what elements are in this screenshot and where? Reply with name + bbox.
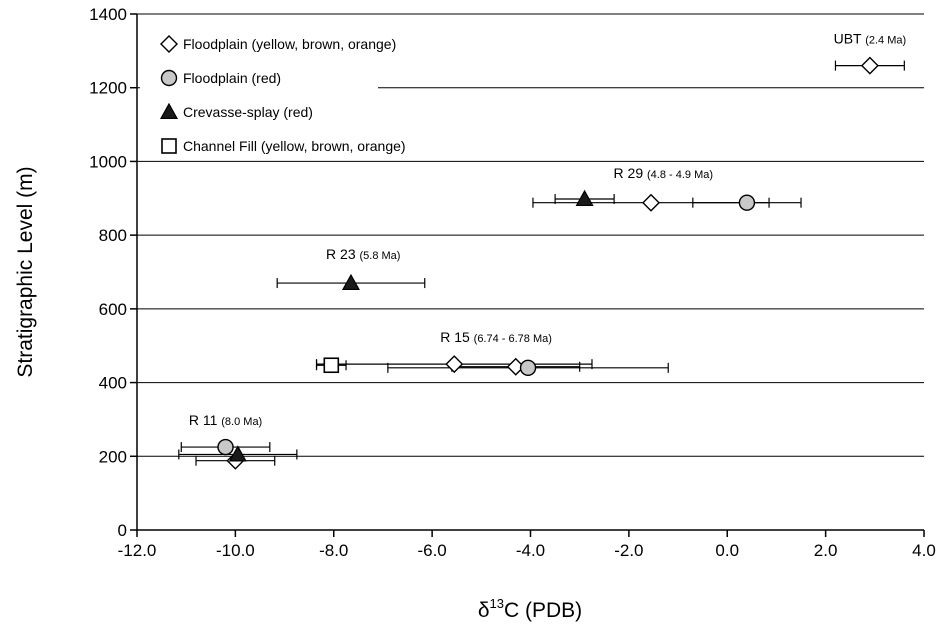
legend-entry-label: Crevasse-splay (red) xyxy=(183,104,313,120)
circle-marker xyxy=(217,438,234,456)
x-tick-label: -12.0 xyxy=(118,541,157,560)
annotation-sub: (6.74 - 6.78 Ma) xyxy=(474,333,552,345)
legend-square-marker xyxy=(161,138,177,154)
circle-marker xyxy=(738,194,756,211)
diamond-marker xyxy=(860,56,879,75)
y-tick-label: 400 xyxy=(99,374,127,393)
annotation-main: UBT xyxy=(834,30,866,46)
x-tick-label: -10.0 xyxy=(216,541,255,560)
annotation-label: R 11 (8.0 Ma) xyxy=(189,412,262,428)
annotations: UBT (2.4 Ma) R 29 (4.8 - 4.9 Ma) R 23 (5.8… xyxy=(189,30,906,427)
x-axis-title: δ13C (PDB) xyxy=(478,596,582,622)
x-tick-label: -8.0 xyxy=(319,541,348,560)
annotation-label: R 29 (4.8 - 4.9 Ma) xyxy=(614,165,714,181)
axis-titles: Stratigraphic Level (m) δ13C (PDB) xyxy=(14,166,582,622)
x-tick-label: -4.0 xyxy=(516,541,545,560)
triangle-marker xyxy=(228,445,247,462)
x-tick-label: 4.0 xyxy=(912,541,936,560)
diamond-marker xyxy=(445,355,464,374)
ticks: 0 200 400 600 800 1000 1200 1400 -12.0 -10.0 -8.0 -… xyxy=(89,5,936,560)
circle-marker xyxy=(519,359,537,377)
annotation-label: R 23 (5.8 Ma) xyxy=(326,246,400,262)
x-tick-label: -2.0 xyxy=(614,541,643,560)
annotation-sub: (2.4 Ma) xyxy=(865,34,906,46)
x-tick-label: 2.0 xyxy=(814,541,838,560)
triangle-marker xyxy=(341,273,360,291)
y-tick-label: 200 xyxy=(99,447,127,466)
legend-diamond-marker xyxy=(160,35,178,53)
annotation-main: R 23 xyxy=(326,246,359,262)
x-axis-title-main: C (PDB) xyxy=(504,599,582,622)
x-tick-label: -6.0 xyxy=(417,541,446,560)
legend-triangle-marker xyxy=(159,102,179,120)
y-axis-title: Stratigraphic Level (m) xyxy=(14,166,37,377)
y-tick-label: 1000 xyxy=(89,152,127,171)
annotation-main: R 15 xyxy=(440,329,473,345)
y-tick-label: 600 xyxy=(99,300,127,319)
legend: Floodplain (yellow, brown, orange) Floodp… xyxy=(140,22,406,160)
x-tick-label: 0.0 xyxy=(715,541,739,560)
annotation-label: UBT (2.4 Ma) xyxy=(834,30,907,46)
legend-circle-marker xyxy=(160,69,178,87)
square-marker xyxy=(323,357,340,374)
diamond-marker xyxy=(642,193,660,212)
x-axis-title-prefix: δ xyxy=(478,599,490,622)
y-tick-label: 0 xyxy=(118,521,127,540)
x-axis-title-superscript: 13 xyxy=(490,596,504,611)
y-tick-label: 1400 xyxy=(89,5,127,24)
y-tick-label: 1200 xyxy=(89,79,127,98)
annotation-main: R 29 xyxy=(614,165,647,181)
annotation-main: R 11 xyxy=(189,412,221,428)
legend-entry-label: Floodplain (red) xyxy=(183,70,281,86)
legend-background xyxy=(140,22,378,160)
annotation-sub: (5.8 Ma) xyxy=(360,250,401,262)
data-markers xyxy=(217,56,879,470)
annotation-sub: (4.8 - 4.9 Ma) xyxy=(647,169,713,181)
legend-entry-label: Floodplain (yellow, brown, orange) xyxy=(183,36,396,52)
annotation-sub: (8.0 Ma) xyxy=(221,416,262,428)
legend-entry-label: Channel Fill (yellow, brown, orange) xyxy=(183,138,406,154)
annotation-label: R 15 (6.74 - 6.78 Ma) xyxy=(440,329,552,345)
y-tick-label: 800 xyxy=(99,226,127,245)
triangle-marker xyxy=(575,189,594,207)
